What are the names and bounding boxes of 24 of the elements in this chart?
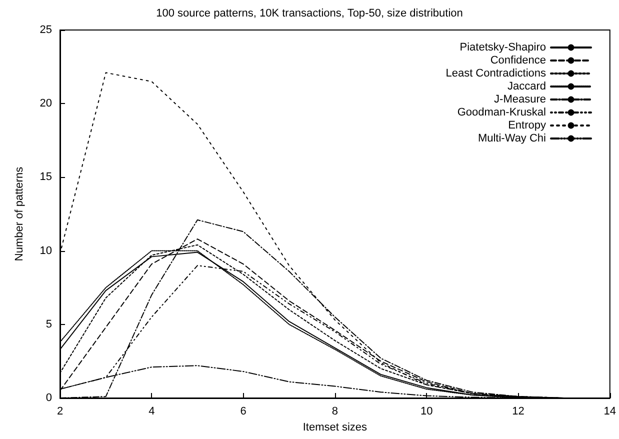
chart-title: 100 source patterns, 10K transactions, Top-50, size distribution bbox=[156, 8, 463, 20]
legend-label: J-Measure bbox=[494, 94, 546, 106]
legend-label: Goodman-Kruskal bbox=[457, 106, 546, 118]
legend-label: Entropy bbox=[508, 120, 546, 132]
y-tick-label: 20 bbox=[40, 98, 52, 110]
legend-label: Least Contradictions bbox=[446, 68, 546, 80]
y-tick-label: 0 bbox=[46, 392, 52, 404]
x-tick-label: 6 bbox=[240, 406, 246, 418]
legend-label: Multi-Way Chi bbox=[478, 132, 546, 144]
y-tick-label: 5 bbox=[46, 318, 52, 330]
x-tick-label: 12 bbox=[512, 406, 524, 418]
y-tick-label: 25 bbox=[40, 24, 52, 36]
y-tick-label: 10 bbox=[40, 244, 52, 257]
legend-label: Confidence bbox=[490, 54, 546, 66]
legend-label: Jaccard bbox=[507, 80, 546, 92]
x-tick-label: 10 bbox=[420, 406, 433, 418]
x-tick-label: 4 bbox=[148, 406, 155, 418]
y-tick-label: 15 bbox=[40, 171, 52, 184]
y-axis-title: Number of patterns bbox=[14, 166, 26, 262]
x-tick-label: 14 bbox=[604, 406, 616, 418]
x-axis-title: Itemset sizes bbox=[302, 421, 368, 434]
x-tick-label: 2 bbox=[56, 406, 64, 418]
legend-label: Piatetsky-Shapiro bbox=[460, 42, 546, 54]
x-tick-label: 8 bbox=[332, 406, 338, 418]
